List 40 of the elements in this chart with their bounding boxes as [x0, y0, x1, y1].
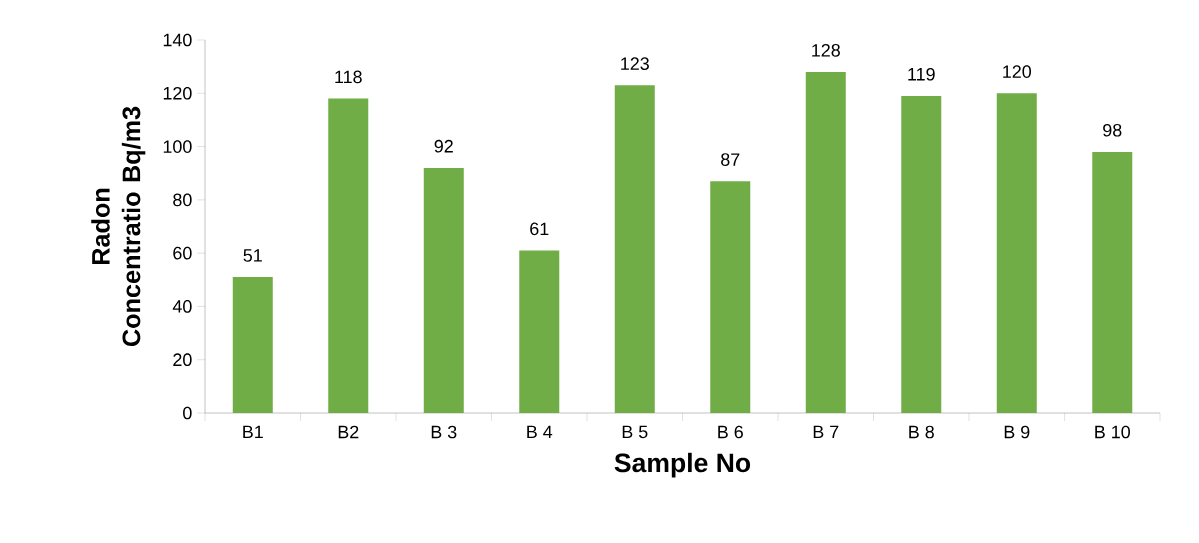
bar: [996, 93, 1037, 413]
data-label: 123: [621, 57, 649, 70]
y-tick-label: 60: [173, 246, 192, 260]
data-label: 119: [908, 67, 935, 81]
y-tick-label: 20: [173, 353, 192, 367]
x-tick-label: B 6: [718, 425, 743, 439]
x-tick-label: B 4: [527, 425, 553, 438]
bar: [805, 71, 846, 413]
x-axis-title: Sample No: [614, 452, 751, 478]
y-tick-label: 40: [172, 300, 192, 313]
data-label: 87: [721, 153, 740, 166]
data-label: 61: [530, 222, 549, 236]
y-tick-label: 80: [173, 193, 192, 207]
data-label: 120: [1003, 65, 1032, 78]
bar: [1092, 151, 1133, 413]
bar: [328, 98, 369, 413]
data-label: 92: [434, 139, 453, 153]
data-label: 98: [1103, 123, 1122, 137]
bar: [232, 277, 273, 413]
x-tick-label: B1: [243, 425, 263, 438]
x-tick-label: B 5: [622, 425, 648, 439]
bar: [710, 181, 751, 413]
x-tick-label: B 10: [1095, 425, 1130, 439]
x-tick-label: B2: [338, 425, 359, 439]
data-label: 51: [243, 249, 262, 262]
data-label: 128: [812, 43, 840, 57]
y-tick-label: 100: [163, 140, 192, 153]
y-axis-title: Radon Concentratio Bq/m3: [91, 106, 146, 347]
bar: [901, 95, 942, 413]
y-tick-label: 120: [163, 86, 192, 100]
x-tick-label: B 3: [431, 425, 457, 439]
y-tick-label: 0: [183, 406, 192, 420]
y-tick-label: 140: [163, 33, 192, 47]
bar: [519, 250, 560, 413]
data-label: 118: [335, 70, 362, 84]
x-tick-label: B 8: [909, 425, 934, 439]
bar: [614, 85, 655, 413]
x-tick-label: B 9: [1004, 425, 1030, 439]
bar: [423, 167, 464, 413]
x-tick-label: B 7: [813, 425, 839, 438]
